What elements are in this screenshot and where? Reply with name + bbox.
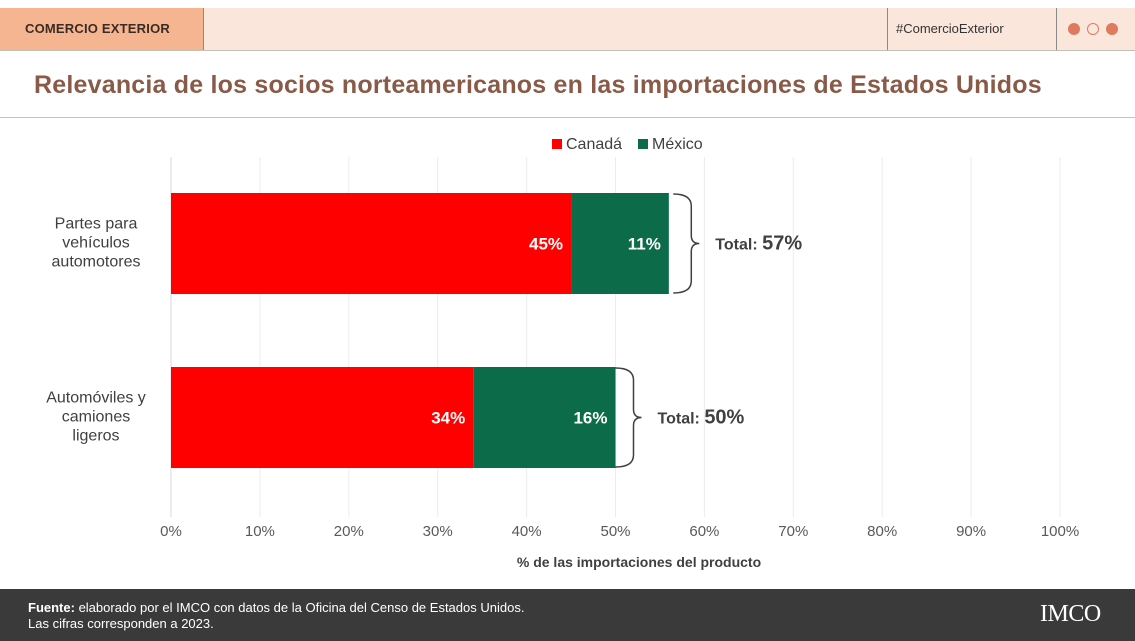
- x-tick-label: 0%: [160, 523, 182, 540]
- legend-label: México: [652, 136, 703, 153]
- data-label: 34%: [431, 409, 465, 428]
- hashtag-box: #ComercioExterior: [887, 8, 1057, 50]
- imco-logo: IMCO: [1040, 601, 1101, 627]
- bar-segment: [571, 193, 669, 294]
- bar-segment: [171, 367, 474, 468]
- dot-icon: [1106, 23, 1118, 35]
- x-tick-label: 100%: [1041, 523, 1079, 540]
- data-label: 45%: [529, 235, 563, 254]
- header-bar: COMERCIO EXTERIOR #ComercioExterior: [0, 8, 1135, 51]
- source-label: Fuente:: [28, 600, 75, 615]
- section-tag: COMERCIO EXTERIOR: [0, 8, 204, 50]
- category-label: camiones: [62, 409, 130, 426]
- dot-icon: [1087, 23, 1099, 35]
- x-tick-label: 60%: [689, 523, 719, 540]
- category-label: automotores: [52, 254, 141, 271]
- data-label: 16%: [573, 409, 607, 428]
- data-label: 11%: [628, 235, 661, 254]
- category-label: Partes para: [55, 216, 138, 233]
- total-label: Total: 57%: [715, 233, 802, 255]
- x-tick-label: 70%: [778, 523, 808, 540]
- x-tick-label: 80%: [867, 523, 897, 540]
- bar-chart: 0% 10% 20% 30% 40% 50% 60% 70% 80% 90% 100% % de la…: [46, 136, 1079, 570]
- source-text: elaborado por el IMCO con datos de la Of…: [74, 600, 525, 615]
- total-brace: [673, 193, 700, 294]
- total-label: Total: 50%: [658, 407, 745, 429]
- total-prefix: Total:: [658, 411, 705, 428]
- legend-swatch: [552, 139, 562, 149]
- hashtag-label: #ComercioExterior: [896, 21, 1004, 36]
- footer-bar: Fuente: elaborado por el IMCO con datos …: [0, 589, 1135, 641]
- dot-icon: [1068, 23, 1080, 35]
- total-value: 57%: [762, 233, 802, 255]
- total-prefix: Total:: [715, 237, 762, 254]
- x-tick-label: 10%: [245, 523, 275, 540]
- category-label: ligeros: [72, 428, 119, 445]
- x-tick-label: 30%: [423, 523, 453, 540]
- bar-segment: [473, 367, 616, 468]
- section-tag-label: COMERCIO EXTERIOR: [25, 21, 170, 36]
- x-tick-label: 40%: [512, 523, 542, 540]
- bar-segment: [171, 193, 572, 294]
- x-axis-title: % de las importaciones del producto: [517, 554, 761, 570]
- title-divider: [0, 117, 1135, 118]
- x-tick-label: 90%: [956, 523, 986, 540]
- total-brace: [615, 367, 642, 468]
- source-note: Fuente: elaborado por el IMCO con datos …: [28, 600, 524, 632]
- legend-label: Canadá: [566, 136, 622, 153]
- x-tick-label: 50%: [600, 523, 630, 540]
- year-note: Las cifras corresponden a 2023.: [28, 616, 214, 631]
- category-label: Automóviles y: [46, 390, 146, 407]
- legend-swatch: [638, 139, 648, 149]
- x-tick-label: 20%: [334, 523, 364, 540]
- page-title: Relevancia de los socios norteamericanos…: [34, 71, 1042, 99]
- total-value: 50%: [704, 407, 744, 429]
- category-label: vehículos: [62, 235, 130, 252]
